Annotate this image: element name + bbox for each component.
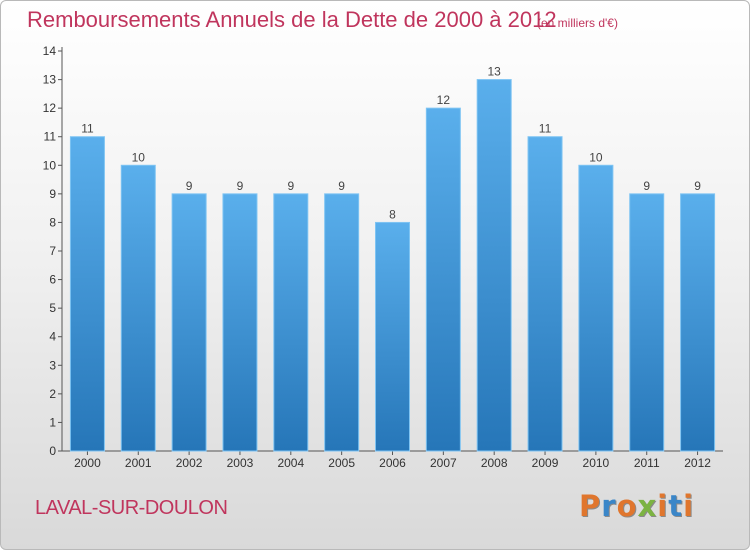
chart-labels: 2000 11 2001 10 2002 9 2003 9 2004 9 2005 9 2006 8 200… [74,65,711,470]
y-tick-label: 5 [49,301,56,315]
logo-letter: P [579,489,602,523]
x-tick-label: 2010 [583,456,610,470]
logo-letter: x [637,489,658,523]
bar-value-label: 13 [488,65,502,79]
x-tick-label: 2009 [532,456,559,470]
bar-value-label: 9 [338,179,345,193]
bar [171,193,207,452]
bar [680,193,716,452]
x-tick-label: 2003 [227,456,254,470]
y-tick-label: 6 [49,273,56,287]
bar [476,79,512,452]
y-tick-label: 9 [49,187,56,201]
chart-bars [69,79,716,452]
x-tick-label: 2000 [74,456,101,470]
bar [222,193,258,452]
x-tick-label: 2012 [684,456,711,470]
y-tick-label: 10 [43,158,57,172]
bar [69,136,105,452]
y-tick-label: 7 [49,244,56,258]
chart-title: Remboursements Annuels de la Dette de 20… [27,7,557,32]
bar-value-label: 10 [132,150,146,164]
town-name: LAVAL-SUR-DOULON [35,497,228,519]
y-tick-label: 0 [49,444,56,458]
y-tick-label: 4 [49,330,56,344]
bar-value-label: 9 [643,179,650,193]
logo-letter: i [657,489,669,523]
y-tick-label: 12 [43,101,57,115]
y-tick-label: 8 [49,215,56,229]
bar-value-label: 11 [539,122,552,136]
y-tick-label: 2 [49,387,56,401]
bar-value-label: 11 [81,122,94,136]
bar-value-label: 9 [237,179,244,193]
y-tick-label: 11 [44,130,57,144]
x-tick-label: 2001 [125,456,152,470]
y-tick-label: 1 [49,415,56,429]
bar [324,193,360,452]
x-tick-label: 2002 [176,456,203,470]
logo-letter: t [668,489,684,523]
bar-value-label: 8 [389,207,396,221]
x-tick-label: 2004 [277,456,304,470]
y-tick-label: 3 [49,358,56,372]
logo-letter: o [616,489,638,523]
proxiti-logo: Proxiti [579,489,694,523]
y-tick-label: 14 [43,44,57,58]
chart-subtitle: (en milliers d'€) [537,16,618,30]
bar-value-label: 9 [694,179,701,193]
bar-value-label: 12 [437,93,451,107]
x-tick-label: 2006 [379,456,406,470]
x-tick-label: 2008 [481,456,508,470]
bar [629,193,665,452]
bar [425,107,461,452]
x-tick-label: 2007 [430,456,457,470]
bar-value-label: 9 [186,179,193,193]
bar [375,221,410,452]
y-tick-label: 13 [43,73,57,87]
bar [578,164,614,452]
bar-value-label: 10 [589,150,603,164]
x-tick-label: 2011 [634,456,660,470]
logo-letter: r [601,489,617,523]
logo-letter: i [683,489,695,523]
bar [527,136,563,452]
bar [120,164,156,452]
bar [273,193,309,452]
bar-value-label: 9 [287,179,294,193]
x-tick-label: 2005 [328,456,355,470]
